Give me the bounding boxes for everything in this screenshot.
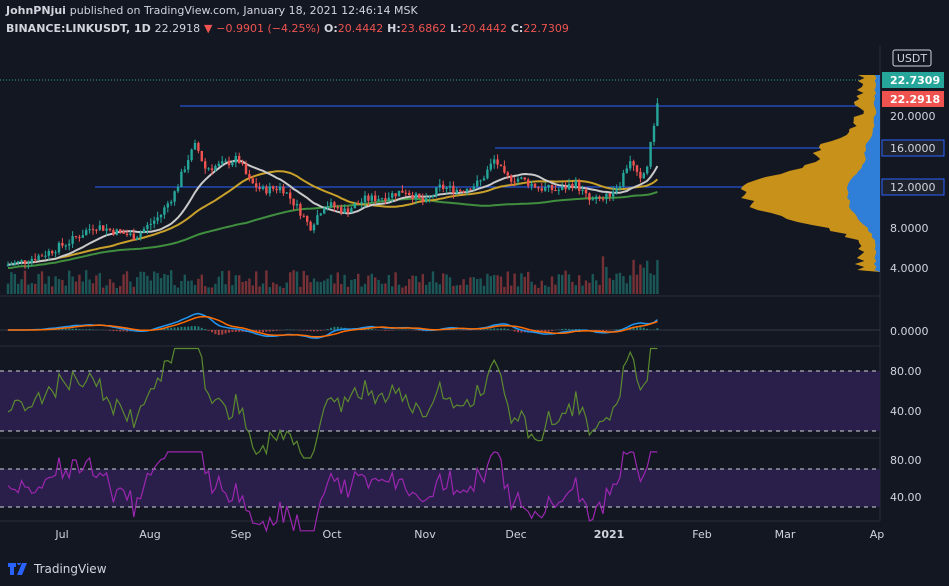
last-close-badge [882,72,944,88]
stoch-tick: 40.00 [890,491,922,504]
price-axis[interactable]: USDT 4.0000 8.0000 20.0000 22.7309 22.29… [881,49,945,504]
time-tick: Nov [414,528,436,541]
publisher-name[interactable]: JohnPNjui [6,4,66,17]
rsi-tick: 80.00 [890,365,922,378]
price-tick: 4.0000 [890,262,929,275]
candlesticks[interactable] [6,98,659,269]
down-arrow-icon: ▼ [203,22,213,35]
low-value: 20.4442 [461,22,508,35]
last-price: 22.2918 [154,22,201,35]
rsi-line [7,347,658,459]
brand-label: TradingView [34,562,107,576]
last-price-badge-text: 22.2918 [890,93,940,106]
ma-short-line [7,159,659,266]
macd-line [8,312,658,339]
low-label: L: [450,22,462,35]
line-badge-16 [881,139,945,157]
line-badge-16-text: 16.0000 [890,142,936,155]
open-label: O: [324,22,338,35]
volume-bars [6,256,659,294]
time-tick: Sep [231,528,252,541]
high-value: 23.6862 [400,22,447,35]
price-tick: 8.0000 [890,222,929,235]
symbol-label[interactable]: BINANCE:LINKUSDT, 1D [6,22,151,35]
time-tick: Aug [139,528,160,541]
time-tick: Oct [322,528,342,541]
time-axis[interactable]: Jul Aug Sep Oct Nov Dec 2021 Feb Mar Ap [54,528,884,541]
tradingview-logo-icon [8,563,27,575]
time-tick: Jul [54,528,68,541]
line-badge-12 [881,178,945,196]
macd-signal-line [8,315,658,338]
last-price-badge [882,91,944,107]
time-tick: Ap [870,528,885,541]
price-tick: 20.0000 [890,110,936,123]
high-label: H: [387,22,401,35]
volume-profile-gold [740,75,880,272]
price-change: −0.9901 (−4.25%) [216,22,321,35]
time-tick: Dec [505,528,526,541]
rsi-tick: 40.00 [890,405,922,418]
line-badge-12-text: 12.0000 [890,181,936,194]
currency-button[interactable] [892,49,932,67]
ma-long-line [7,191,658,269]
time-tick: Feb [692,528,711,541]
time-tick: 2021 [594,528,625,541]
symbol-line: BINANCE:LINKUSDT, 1D 22.2918 ▼ −0.9901 (… [6,22,569,35]
last-close-badge-text: 22.7309 [890,74,940,87]
stoch-tick: 80.00 [890,454,922,467]
tradingview-footer[interactable]: TradingView [8,558,107,580]
open-value: 20.4442 [337,22,384,35]
close-label: C: [510,22,524,35]
volume-profile-blue [847,75,880,272]
currency-label: USDT [897,52,928,65]
stoch-line [7,450,658,533]
time-tick: Mar [775,528,796,541]
rsi-band [0,371,880,431]
publish-info: published on TradingView.com, January 18… [69,4,418,17]
close-value: 22.7309 [523,22,569,35]
publisher-line: JohnPNjui published on TradingView.com, … [6,4,418,17]
macd-tick: 0.0000 [890,325,929,338]
